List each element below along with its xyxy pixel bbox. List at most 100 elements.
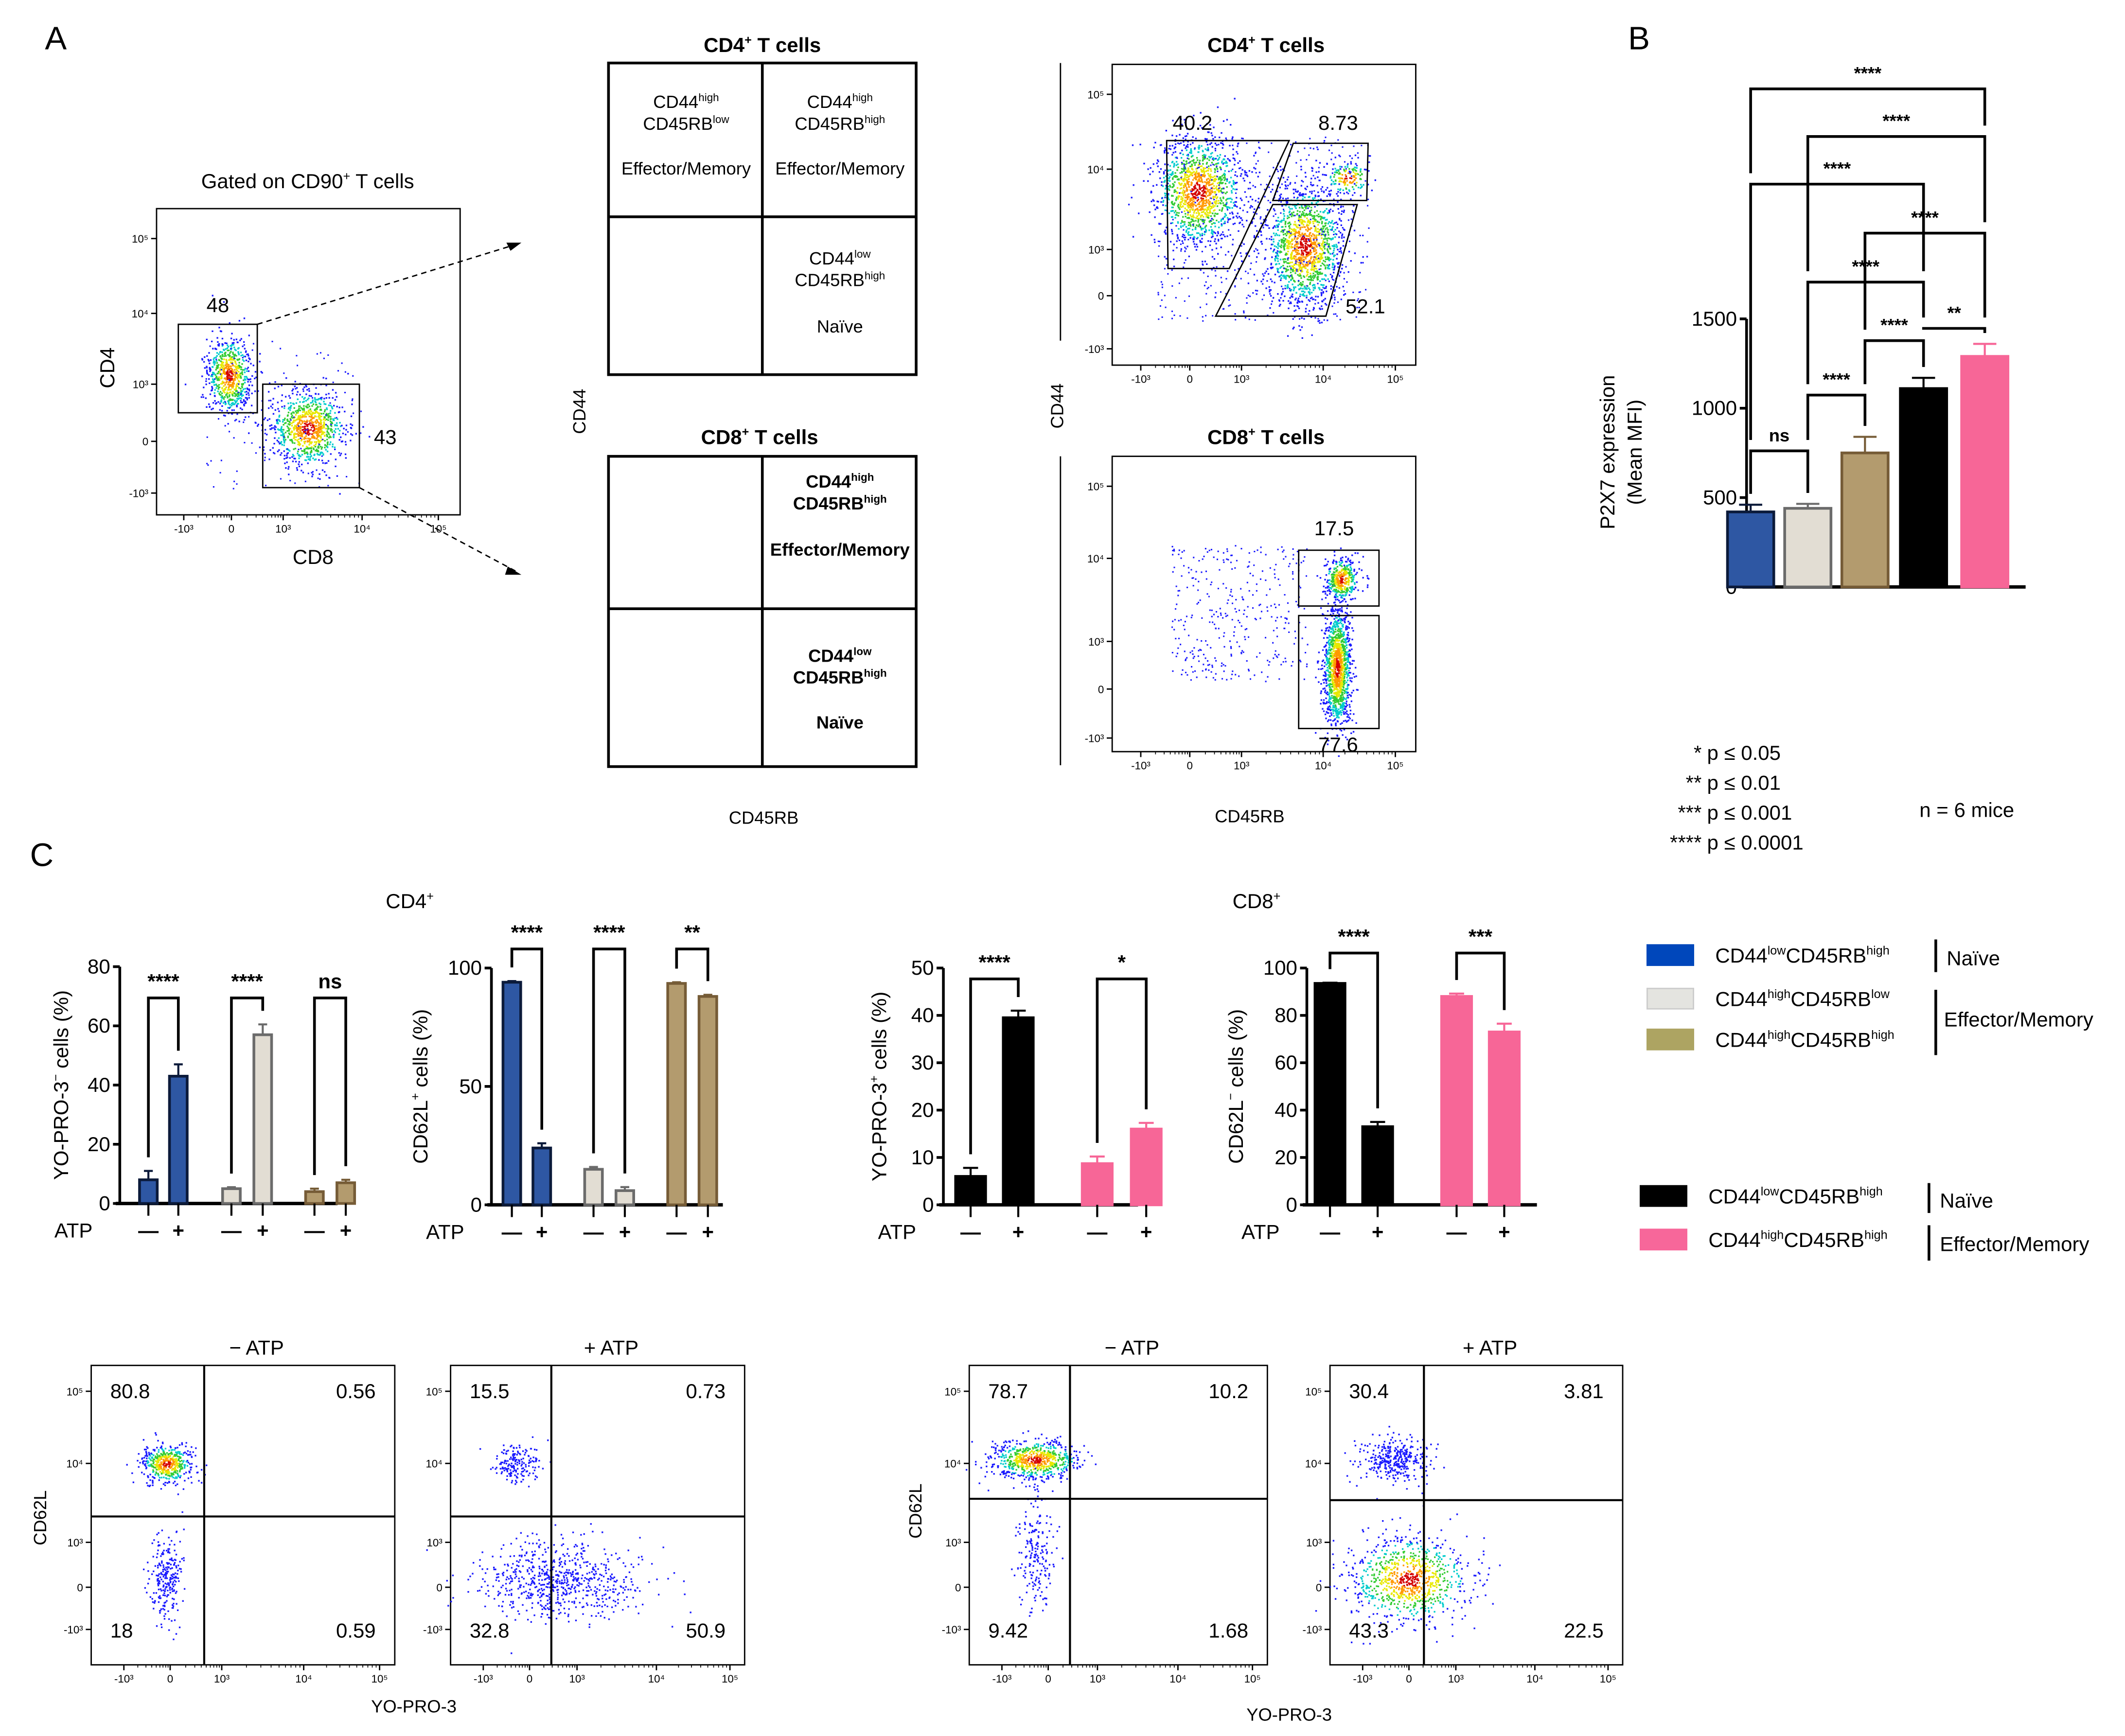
svg-text:CD44high: CD44high — [653, 91, 719, 112]
atp-plus: + — [619, 1220, 631, 1243]
density-dots — [1190, 182, 1207, 202]
flow-y-label: CD62L — [30, 1491, 50, 1545]
bar — [304, 1190, 325, 1205]
bar — [168, 1074, 189, 1205]
flow-x-label: YO-PRO-3 — [371, 1697, 457, 1717]
density-dots — [150, 1451, 183, 1477]
legend-group: Effector/Memory — [1940, 1233, 2089, 1256]
atp-plus: + — [1012, 1220, 1025, 1243]
x-tick-label: 10⁴ — [1315, 760, 1332, 772]
y-tick-label: 1000 — [1692, 397, 1737, 420]
minor-ticks — [197, 515, 436, 518]
legend-base: CD45RB — [1790, 988, 1871, 1011]
svg-text:Naïve: Naïve — [817, 316, 863, 336]
svg-text:p ≤ 0.001: p ≤ 0.001 — [1707, 801, 1792, 824]
density-dots — [1176, 164, 1221, 220]
density-dots — [1388, 1564, 1430, 1595]
density-dots — [154, 1454, 180, 1474]
quadrant-value: 10.2 — [1208, 1380, 1248, 1403]
flow-y-label: CD44 — [1047, 384, 1067, 429]
minor-ticks — [137, 1665, 377, 1668]
quadrant-value: 18 — [110, 1619, 133, 1642]
naive-gate — [1298, 614, 1380, 729]
bar — [697, 995, 718, 1207]
significance-label: **** — [1854, 63, 1882, 83]
panel-label-c: C — [30, 837, 54, 873]
svg-text:**: ** — [1686, 772, 1702, 794]
y-tick-label: 30 — [911, 1051, 934, 1074]
effector-memory-gate — [1298, 549, 1380, 607]
quadrant-value: 43.3 — [1349, 1619, 1389, 1642]
p2x7-bar-chart: P2X7 expression (Mean MFI) 050010001500n… — [1596, 63, 2026, 598]
svg-text:*: * — [1694, 741, 1701, 764]
svg-text:CD44low: CD44low — [808, 645, 872, 666]
y-tick-label: -10³ — [129, 488, 148, 500]
density-dots — [1330, 564, 1354, 594]
x-tick-label: 10⁴ — [1526, 1673, 1543, 1685]
density-dots — [1286, 216, 1325, 277]
cd8-gate-value: 43 — [374, 425, 397, 448]
atp-minus: — — [1087, 1220, 1107, 1243]
svg-text:CD44high: CD44high — [806, 471, 874, 491]
gate-value: 40.2 — [1172, 111, 1212, 134]
significance-label: ns — [318, 970, 342, 993]
schematic-cd4-title: CD4+ T cells — [704, 33, 821, 56]
bar — [1488, 1030, 1521, 1207]
density-dots — [226, 368, 234, 383]
legend-label: CD44highCD45RBlow — [1715, 987, 1890, 1011]
legend-label: CD44highCD45RBhigh — [1708, 1228, 1887, 1251]
significance-label: **** — [1880, 315, 1908, 335]
bar — [666, 982, 687, 1207]
density-dots — [1011, 1468, 1063, 1617]
x-tick-label: 0 — [229, 523, 234, 535]
svg-text:Naïve: Naïve — [816, 713, 864, 733]
atp-minus: — — [960, 1220, 981, 1243]
atp-plus: + — [172, 1219, 184, 1242]
x-tick-label: 0 — [167, 1673, 173, 1685]
quadrant-value: 3.81 — [1564, 1380, 1604, 1403]
y-tick-label: -10³ — [1085, 733, 1104, 745]
quadrant-value: 80.8 — [110, 1380, 150, 1403]
bar — [1440, 995, 1473, 1207]
quadrant-value: 50.9 — [686, 1619, 726, 1642]
legend-base: CD44 — [1715, 988, 1767, 1011]
legend-base: CD45RB — [1784, 1228, 1864, 1251]
density-dots — [1333, 568, 1351, 591]
y-label-sup: + — [408, 1093, 422, 1100]
svg-text:CD8+ T cells: CD8+ T cells — [1207, 425, 1325, 449]
x-tick-label: 10³ — [1234, 373, 1250, 385]
density-dots — [1335, 571, 1348, 588]
x-tick-label: -10³ — [474, 1673, 493, 1685]
y-axis-label: CD62L− cells (%) — [1224, 1009, 1247, 1164]
svg-text:p ≤ 0.01: p ≤ 0.01 — [1707, 772, 1781, 794]
x-tick-label: 10⁵ — [1387, 373, 1403, 385]
significance-label: **** — [1911, 208, 1939, 228]
gating-plot: Gated on CD90+ T cells -10³ 0 10³ 10⁴ 10⁵ -10… — [96, 169, 522, 575]
x-tick-label: 10⁵ — [1244, 1673, 1261, 1685]
x-tick-label: 0 — [527, 1673, 532, 1685]
legend-label: CD44highCD45RBhigh — [1715, 1028, 1894, 1052]
quadrant-value: 22.5 — [1564, 1619, 1604, 1642]
y-tick-label: 10³ — [945, 1537, 961, 1549]
x-tick-label: -10³ — [1131, 760, 1151, 772]
bar — [614, 1189, 635, 1207]
cd4-gate-value: 48 — [207, 294, 230, 316]
y-axis-label: YO-PRO-3+ cells (%) — [868, 992, 891, 1181]
significance-bracket — [313, 997, 347, 1175]
minor-ticks — [496, 1665, 727, 1668]
bar — [1783, 507, 1833, 589]
legend-group: Effector/Memory — [1944, 1008, 2093, 1031]
atp-plus: + — [536, 1220, 548, 1243]
y-axis-label: YO-PRO-3− cells (%) — [49, 990, 72, 1180]
legend-swatch — [1646, 1028, 1694, 1051]
atp-minus: — — [1320, 1220, 1340, 1243]
significance-label: **** — [1823, 369, 1850, 389]
density-dots — [1291, 225, 1319, 268]
y-tick-label: 0 — [1098, 684, 1104, 696]
y-tick-label: 10³ — [1088, 636, 1104, 648]
svg-text:CD45RBhigh: CD45RBhigh — [795, 270, 885, 290]
y-tick-label: 10⁴ — [66, 1458, 83, 1470]
y-tick-label: -10³ — [942, 1624, 961, 1636]
legend-sup: high — [1866, 944, 1890, 957]
x-tick-label: -10³ — [174, 523, 194, 535]
